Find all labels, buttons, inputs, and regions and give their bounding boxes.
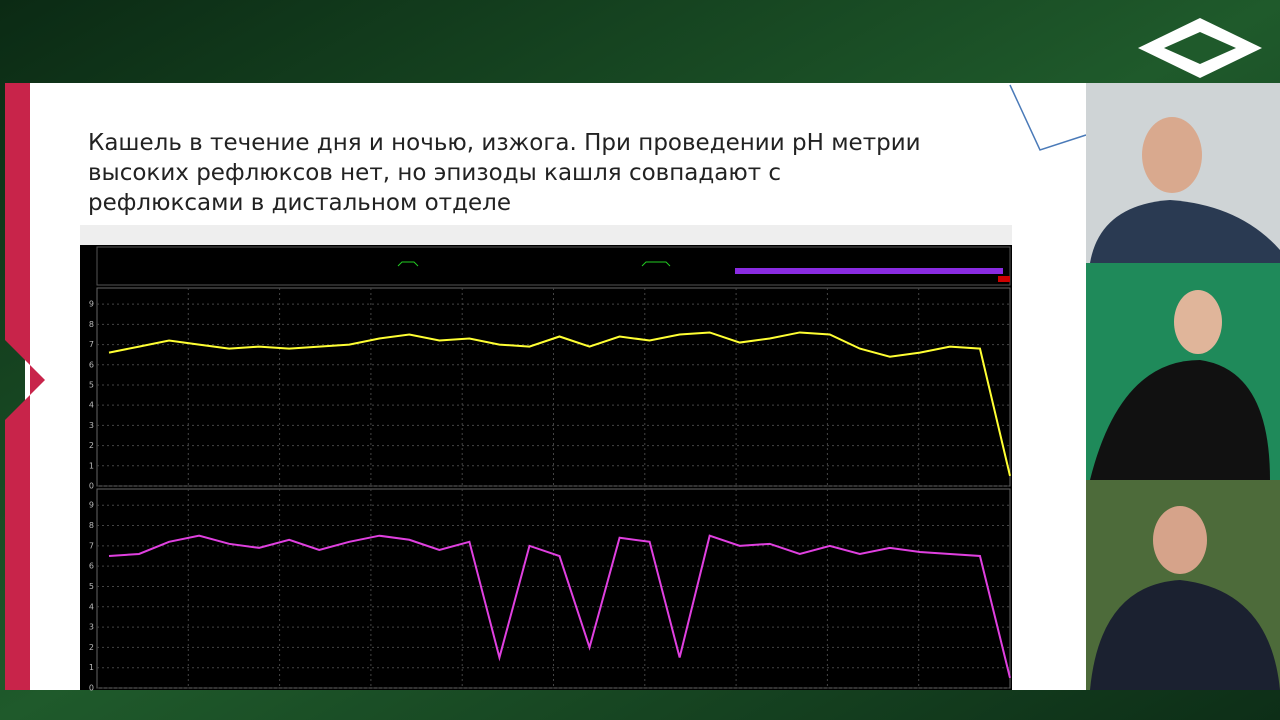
accent-strip <box>5 83 45 690</box>
y-tick-label: 2 <box>89 441 94 450</box>
y-tick-label: 6 <box>89 360 94 369</box>
y-tick-label: 4 <box>89 602 94 611</box>
y-tick-label: 9 <box>89 501 94 510</box>
logo <box>1138 18 1262 78</box>
chart-toolbar <box>80 225 1012 245</box>
y-tick-label: 0 <box>89 482 94 491</box>
plot-frame <box>96 287 1011 487</box>
y-tick-label: 3 <box>89 421 94 430</box>
y-tick-label: 7 <box>89 340 94 349</box>
y-tick-label: 7 <box>89 541 94 550</box>
ph-trace <box>108 534 1011 679</box>
video-tiles <box>1086 83 1280 690</box>
y-tick-label: 4 <box>89 401 94 410</box>
y-tick-label: 1 <box>89 663 94 672</box>
y-tick-label: 8 <box>89 320 94 329</box>
slide-title: Кашель в течение дня и ночью, изжога. Пр… <box>88 130 921 156</box>
y-tick-label: 2 <box>89 643 94 652</box>
plot-frame <box>96 488 1011 689</box>
y-tick-label: 0 <box>89 684 94 693</box>
slide-title: рефлюксами в дистальном отделе <box>88 190 511 216</box>
decor-line <box>1009 84 1087 151</box>
y-tick-label: 5 <box>89 380 94 389</box>
ph-trace <box>108 331 1011 477</box>
slide-title: высоких рефлюксов нет, но эпизоды кашля … <box>88 160 781 186</box>
y-tick-label: 3 <box>89 623 94 632</box>
y-tick-label: 9 <box>89 300 94 309</box>
event-strip <box>96 246 1011 286</box>
y-tick-label: 8 <box>89 521 94 530</box>
y-tick-label: 1 <box>89 461 94 470</box>
y-tick-label: 6 <box>89 562 94 571</box>
y-tick-label: 5 <box>89 582 94 591</box>
